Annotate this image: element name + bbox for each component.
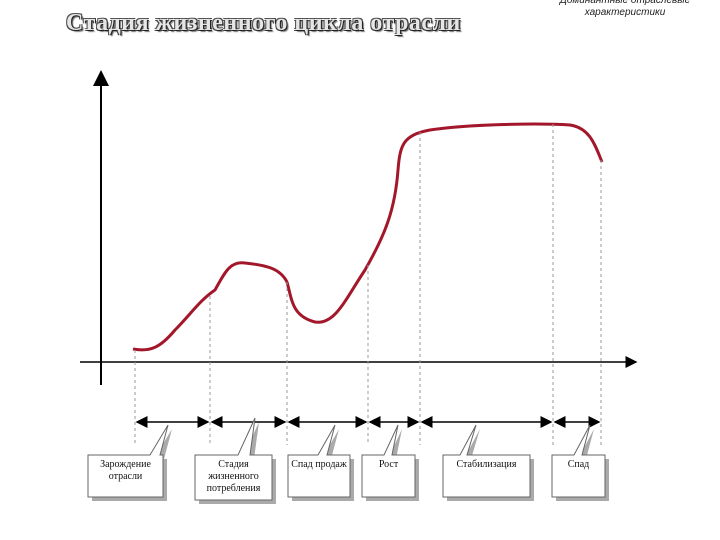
stage-label: Рост [378,459,399,470]
stage-label: Стадия жизненного потребления [206,459,261,494]
stage-label: Стабилизация [456,459,517,470]
stage-label: Спад [567,459,590,470]
callout [287,424,351,498]
callout [361,424,416,498]
title: Стадия жизненного цикла отрасли [66,10,461,36]
callout [87,424,169,498]
stage-label: Зарождение отрасли [100,459,151,482]
stage-label: Спад продаж [291,459,347,470]
callout [442,424,531,498]
stage-dividers [134,124,602,445]
callout [551,424,606,498]
header-note: Доминантные отраслевые характеристики [559,0,691,18]
callouts [87,417,609,504]
life-cycle-curve [132,122,604,352]
callout [194,417,273,501]
